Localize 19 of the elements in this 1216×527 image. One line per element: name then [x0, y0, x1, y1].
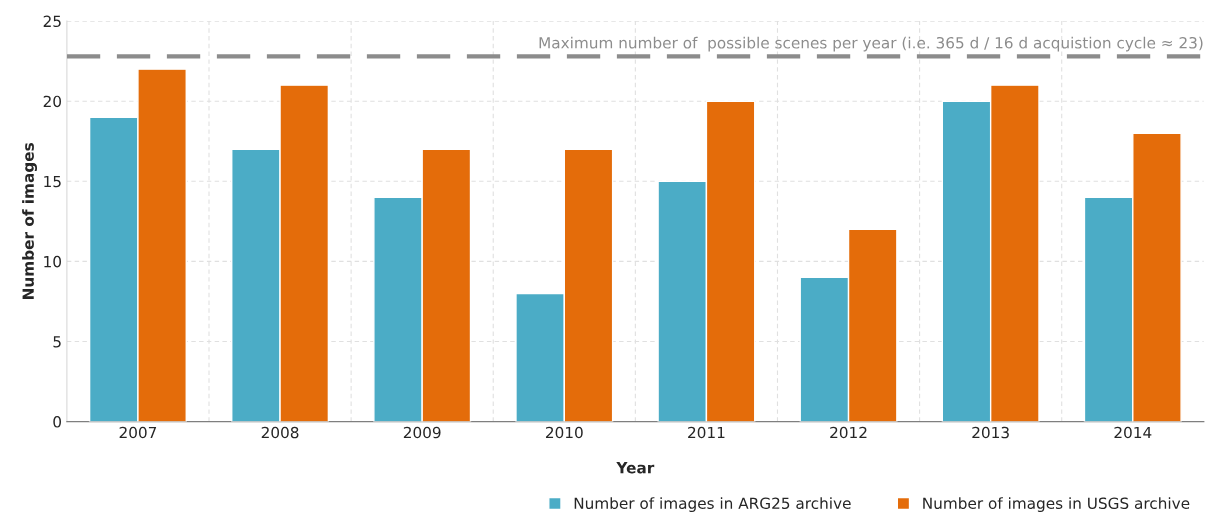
- x-tick-label: 2013: [972, 426, 1009, 439]
- x-axis-title: Year: [616, 462, 655, 474]
- x-tick-label: 2010: [545, 426, 583, 439]
- x-tick-label: 2009: [403, 426, 441, 439]
- y-tick-label: 0: [53, 416, 61, 428]
- x-tick-label: 2014: [1114, 426, 1152, 439]
- y-tick-label: 25: [43, 15, 61, 28]
- y-tick-label: 15: [44, 175, 61, 188]
- x-tick-label: 2012: [830, 426, 867, 439]
- y-tick-label: 5: [53, 336, 61, 348]
- legend-label: Number of images in USGS archive: [923, 497, 1190, 512]
- legend-label: Number of images in ARG25 archive: [574, 497, 851, 512]
- x-tick-label: 2007: [119, 426, 157, 439]
- x-tick-label: 2008: [261, 426, 299, 439]
- y-tick-label: 20: [43, 95, 61, 108]
- y-tick-label: 10: [44, 255, 61, 268]
- x-tick-label: 2011: [688, 426, 725, 439]
- ref-line-label: Maximum number of possible scenes per year (i.e. 365 d / 16 d acquistion cycle ≈ 23): [539, 36, 1203, 52]
- y-axis-title: Number of images: [22, 143, 38, 299]
